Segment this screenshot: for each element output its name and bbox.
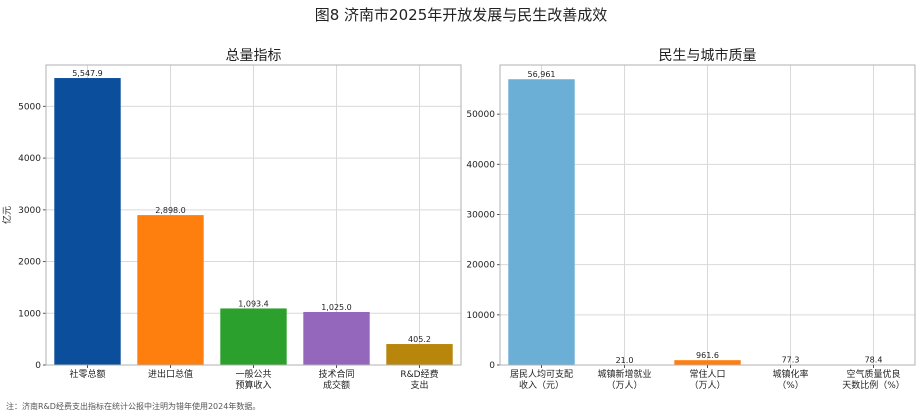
x-tick-label: 技术合同 — [318, 368, 354, 380]
x-tick-label: 常住人口 — [689, 368, 725, 380]
bar — [54, 78, 121, 365]
x-tick-label: 支出 — [410, 379, 428, 391]
data-label: 1,025.0 — [321, 303, 352, 312]
figure-title: 图8 济南市2025年开放发展与民生改善成效 — [315, 6, 608, 24]
y-tick-label: 20000 — [466, 261, 495, 271]
x-tick-label: 预算收入 — [235, 379, 271, 391]
y-tick-label: 0 — [35, 361, 41, 371]
x-tick-label: 收入（元） — [519, 379, 564, 391]
x-tick-label: （%） — [777, 380, 804, 391]
x-tick-label: 城镇新增就业 — [597, 368, 651, 380]
x-tick-label: （万人） — [606, 380, 642, 391]
data-label: 1,093.4 — [238, 299, 269, 308]
x-tick-label: R&D经费 — [400, 368, 438, 380]
data-label: 21.0 — [616, 356, 634, 365]
data-label: 2,898.0 — [155, 206, 186, 215]
data-label: 5,547.9 — [72, 69, 103, 78]
bar — [508, 79, 575, 365]
y-tick-label: 5000 — [18, 102, 41, 112]
data-label: 78.4 — [865, 356, 883, 365]
bar — [220, 308, 287, 365]
bar — [303, 311, 370, 365]
x-tick-label: 天数比例（%） — [842, 379, 905, 391]
footnote: 注：济南R&D经费支出指标在统计公报中注明为错年使用2024年数据。 — [6, 401, 260, 411]
y-axis-label: 亿元 — [1, 206, 13, 224]
chart-panel-totals: 总量指标 0 1000 2000 3000 4000 5000 5,547.9 2,898.0 1… — [1, 48, 462, 391]
x-tick-label: 居民人均可支配 — [510, 368, 573, 380]
x-tick-label: 成交额 — [323, 379, 350, 391]
panel-title: 总量指标 — [226, 48, 282, 64]
y-tick-label: 4000 — [18, 154, 41, 164]
x-tick-label: 社零总额 — [69, 368, 105, 380]
data-label: 56,961 — [528, 70, 556, 79]
x-tick-label: （万人） — [689, 380, 725, 391]
x-tick-label: 一般公共 — [235, 368, 271, 380]
data-label: 77.3 — [782, 356, 800, 365]
data-label: 961.6 — [696, 351, 719, 360]
y-tick-label: 50000 — [466, 110, 495, 120]
y-tick-label: 30000 — [466, 210, 495, 220]
y-tick-label: 10000 — [466, 311, 495, 321]
bar — [674, 360, 741, 365]
y-tick-label: 3000 — [18, 206, 41, 216]
panel-title: 民生与城市质量 — [659, 47, 757, 64]
y-tick-label: 1000 — [18, 309, 41, 319]
y-tick-label: 2000 — [18, 258, 41, 268]
x-tick-label: 城镇化率 — [772, 368, 808, 380]
y-tick-label: 0 — [489, 361, 495, 371]
x-tick-label: 空气质量优良 — [846, 368, 900, 380]
bar — [137, 215, 204, 365]
chart-panel-livelihood: 民生与城市质量 0 10000 20000 30000 40000 50000 56,961 2… — [466, 47, 916, 391]
bar — [386, 344, 453, 365]
x-tick-label: 进出口总值 — [148, 368, 193, 380]
y-tick-label: 40000 — [466, 160, 495, 170]
data-label: 405.2 — [408, 335, 431, 344]
